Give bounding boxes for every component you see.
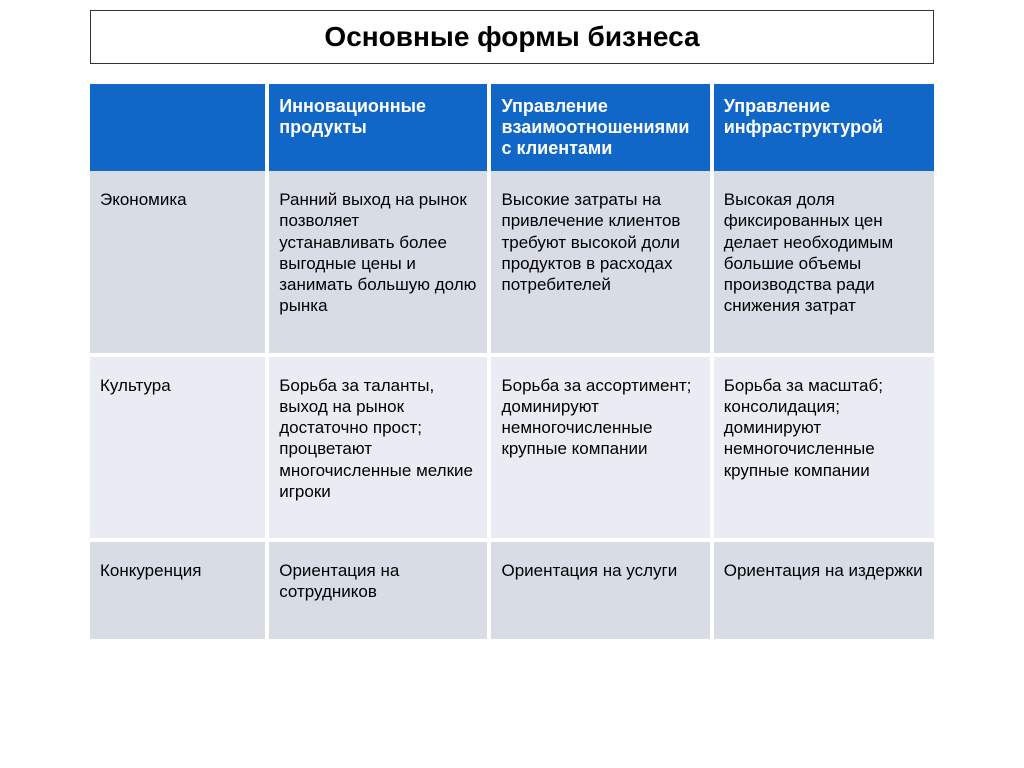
- table-header-col2: Управление взаимоотношениями с клиентами: [489, 84, 711, 171]
- row-label-economics: Экономика: [90, 171, 267, 355]
- table-wrapper: Инновационные продукты Управление взаимо…: [10, 84, 1014, 643]
- row-label-competition: Конкуренция: [90, 540, 267, 641]
- title-container: Основные формы бизнеса: [90, 10, 934, 64]
- cell: Борьба за масштаб; консолидация; доминир…: [712, 355, 934, 541]
- table-row: Культура Борьба за таланты, выход на рын…: [90, 355, 934, 541]
- cell: Ориентация на сотрудников: [267, 540, 489, 641]
- cell: Ориентация на издержки: [712, 540, 934, 641]
- table-row: Конкуренция Ориентация на сотрудников Ор…: [90, 540, 934, 641]
- cell: Борьба за таланты, выход на рынок достат…: [267, 355, 489, 541]
- table-header-col3: Управление инфраструктурой: [712, 84, 934, 171]
- business-forms-table: Инновационные продукты Управление взаимо…: [90, 84, 934, 643]
- cell: Высокая доля фиксированных цен делает не…: [712, 171, 934, 355]
- table-header-col1: Инновационные продукты: [267, 84, 489, 171]
- table-header-blank: [90, 84, 267, 171]
- cell: Борьба за ассортимент; доминируют немног…: [489, 355, 711, 541]
- row-label-culture: Культура: [90, 355, 267, 541]
- cell: Высокие затраты на привлечение клиентов …: [489, 171, 711, 355]
- cell: Ранний выход на рынок позволяет устанавл…: [267, 171, 489, 355]
- table-header-row: Инновационные продукты Управление взаимо…: [90, 84, 934, 171]
- cell: Ориентация на услуги: [489, 540, 711, 641]
- page-title: Основные формы бизнеса: [111, 21, 913, 53]
- table-row: Экономика Ранний выход на рынок позволяе…: [90, 171, 934, 355]
